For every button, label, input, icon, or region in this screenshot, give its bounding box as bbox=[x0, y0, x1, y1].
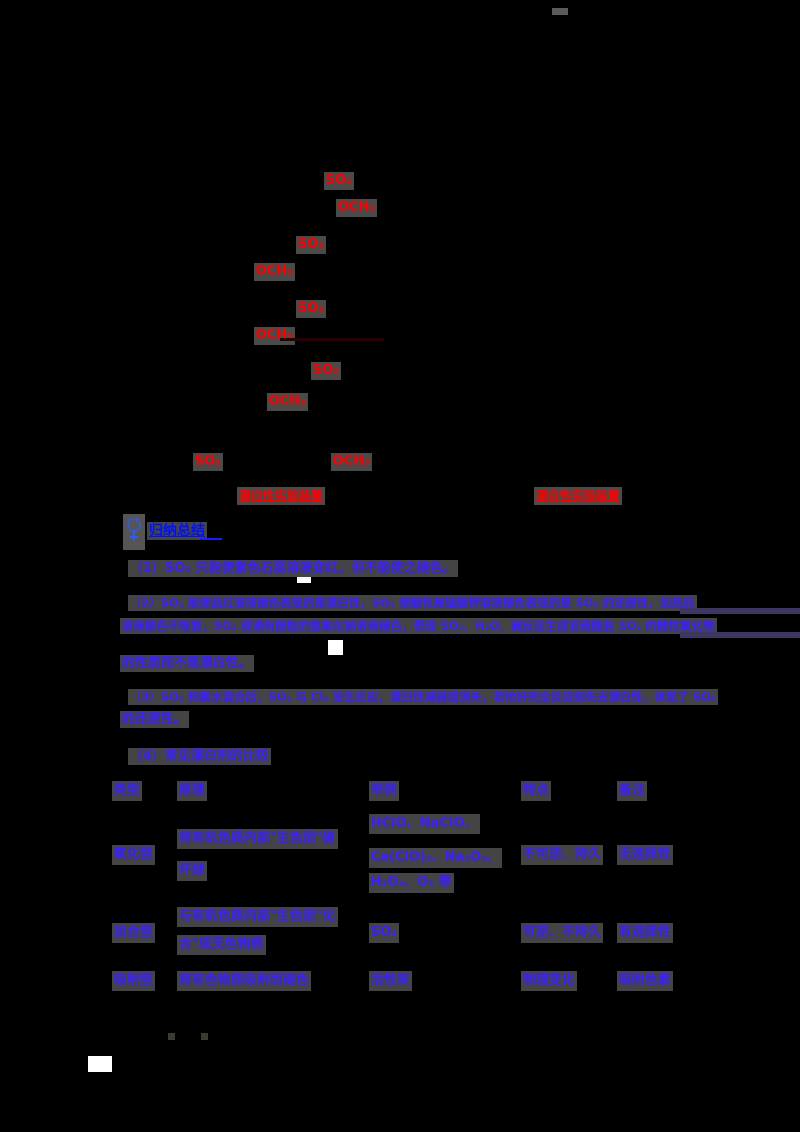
heading-underline bbox=[200, 538, 222, 540]
paragraph-1: （1）SO₂ 只能使紫色石蕊溶液变红，但不能使之褪色。 bbox=[128, 560, 458, 578]
lightbulb-icon bbox=[123, 514, 145, 550]
page-dot bbox=[168, 1033, 175, 1040]
table-header: 举例 bbox=[369, 781, 400, 801]
structure-label: SO₂ bbox=[324, 172, 355, 190]
paragraph-text: （3）SO₂ 和氯水混合后，SO₂ 与 Cl₂ 发生反应，漂白性减弱或消失，若恰… bbox=[128, 689, 719, 705]
table-header: 备注 bbox=[617, 781, 648, 801]
page-dot bbox=[201, 1033, 208, 1040]
table-cell-example: HClO、NaClO、 bbox=[369, 814, 480, 834]
table-cell-example: SO₂ bbox=[369, 923, 400, 943]
table-cell-type: 加合型 bbox=[112, 923, 156, 943]
table-cell-principle: 合"成无色物质 bbox=[177, 935, 266, 955]
paragraph-2-cont: 溶液颜色不恢复，SO₂ 使滴有酚酞的氢氧化钠溶液褪色，表现 SO₂、H₂O、碱反… bbox=[120, 617, 717, 636]
table-cell-remark: 有选择性 bbox=[617, 923, 674, 943]
table-cell-principle: 与有机色质内部"生色团"化 bbox=[177, 907, 338, 927]
table-header: 类型 bbox=[112, 781, 143, 801]
table-cell-example: H₂O₂、O₃ 等 bbox=[369, 873, 454, 893]
paragraph-4: （4）常见漂白剂的比较 bbox=[128, 748, 272, 766]
artifact-square bbox=[297, 577, 311, 583]
table-cell-feature: 物理变化 bbox=[521, 971, 578, 991]
table-cell-feature: 不可逆、持久 bbox=[521, 845, 604, 865]
paragraph-3: （3）SO₂ 和氯水混合后，SO₂ 与 Cl₂ 发生反应，漂白性减弱或消失，若恰… bbox=[128, 688, 719, 707]
paragraph-2: （2）SO₂ 能使品红溶液褪色表现的是漂白性，SO₂ 使酸性高锰酸钾溶液褪色表现… bbox=[128, 594, 697, 613]
structure-label: SO₂ bbox=[193, 453, 224, 471]
structure-label: SO₂ bbox=[311, 362, 342, 380]
gray-bar bbox=[680, 632, 800, 638]
table-cell-example: Ca(ClO)₂、Na₂O₂、 bbox=[369, 848, 503, 868]
table-cell-feature: 可逆、不持久 bbox=[521, 923, 604, 943]
structure-label: OCH₃ bbox=[336, 199, 378, 217]
table-cell-remark: 吸附色素 bbox=[617, 971, 674, 991]
bond-line bbox=[280, 338, 384, 341]
diagram-caption: 漂白性实验装置 bbox=[237, 487, 326, 505]
paragraph-3-cont: 的还原性。 bbox=[120, 711, 190, 729]
table-header: 特点 bbox=[521, 781, 552, 801]
paragraph-text: 溶液颜色不恢复，SO₂ 使滴有酚酞的氢氧化钠溶液褪色，表现 SO₂、H₂O、碱反… bbox=[120, 618, 717, 634]
table-cell-remark: 无选择性 bbox=[617, 845, 674, 865]
table-cell-type: 吸附型 bbox=[112, 971, 156, 991]
paragraph-text: （2）SO₂ 能使品红溶液褪色表现的是漂白性，SO₂ 使酸性高锰酸钾溶液褪色表现… bbox=[128, 595, 697, 611]
note-title: 归纳总结 bbox=[147, 522, 207, 540]
artifact-square bbox=[328, 640, 343, 655]
page-top-marker bbox=[552, 8, 568, 15]
structure-label: OCH₃ bbox=[254, 263, 296, 281]
gray-bar bbox=[680, 608, 800, 614]
structure-label: OCH₃ bbox=[267, 393, 309, 411]
structure-label: SO₂ bbox=[296, 300, 327, 318]
structure-label: OCH₃ bbox=[254, 327, 296, 345]
table-cell-principle: 将有色物质吸附而褪色 bbox=[177, 971, 312, 991]
structure-label: OCH₃ bbox=[331, 453, 373, 471]
table-cell-type: 氧化型 bbox=[112, 845, 156, 865]
paragraph-text: 的性质而不是漂白性。 bbox=[120, 655, 255, 672]
paragraph-2-end: 的性质而不是漂白性。 bbox=[120, 655, 255, 673]
structure-label: SO₂ bbox=[296, 236, 327, 254]
diagram-caption: 漂白性实验装置 bbox=[534, 487, 623, 505]
artifact-square bbox=[88, 1056, 112, 1072]
paragraph-text: （4）常见漂白剂的比较 bbox=[128, 748, 272, 765]
paragraph-text: 的还原性。 bbox=[120, 711, 190, 728]
table-header: 原理 bbox=[177, 781, 208, 801]
table-cell-principle: 将有机色质内部"生色团"破 bbox=[177, 829, 338, 849]
table-cell-principle: 坏掉 bbox=[177, 861, 208, 881]
paragraph-text: （1）SO₂ 只能使紫色石蕊溶液变红，但不能使之褪色。 bbox=[128, 560, 458, 577]
table-cell-example: 活性炭 bbox=[369, 971, 413, 991]
